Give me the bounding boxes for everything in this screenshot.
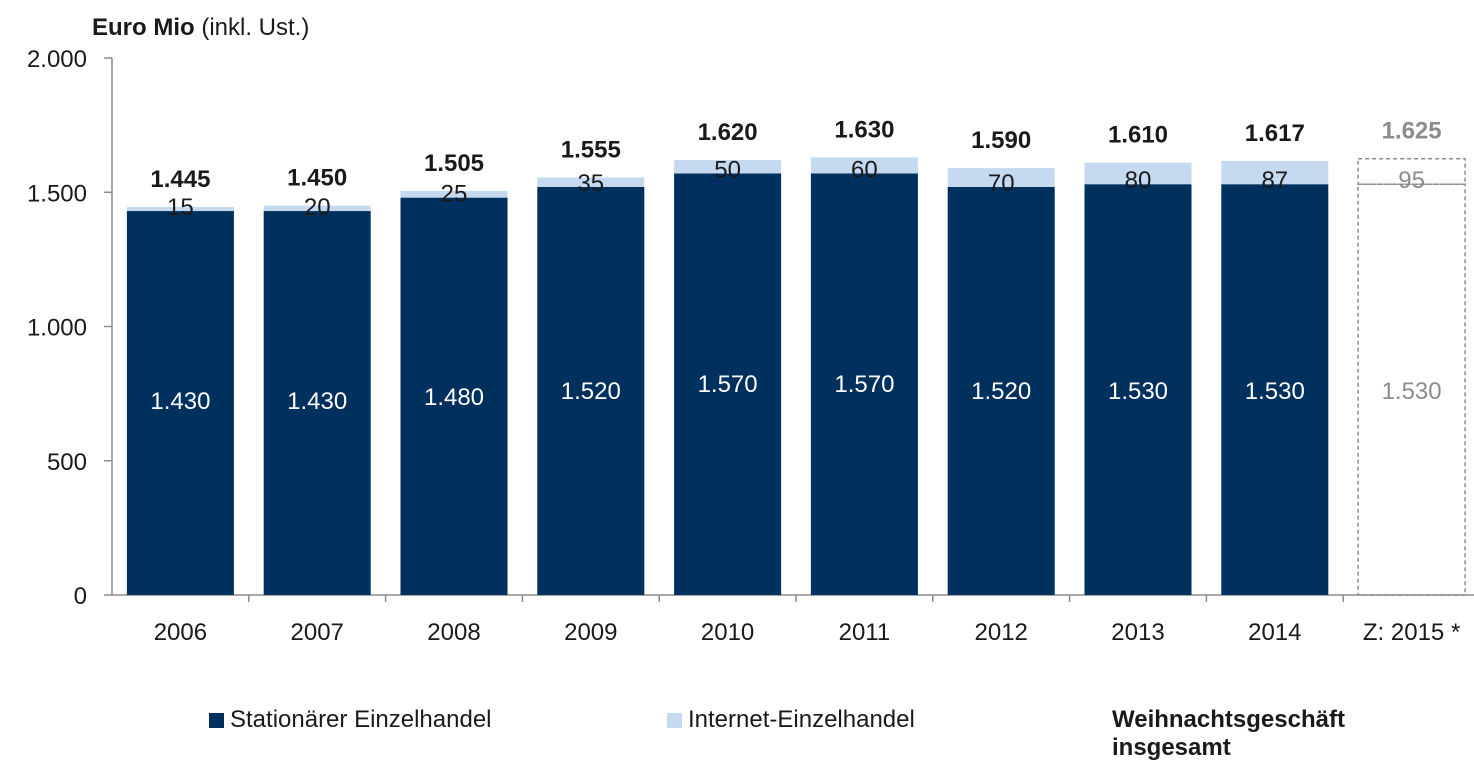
data-label-stationary: 1.520 xyxy=(971,378,1031,405)
data-label-internet: 80 xyxy=(1125,167,1152,194)
data-label-total: 1.630 xyxy=(834,116,894,143)
data-label-internet: 15 xyxy=(167,194,194,221)
data-label-stationary: 1.430 xyxy=(150,388,210,415)
x-tick-label: 2011 xyxy=(839,619,891,646)
data-label-total: 1.610 xyxy=(1108,122,1168,149)
data-label-stationary: 1.530 xyxy=(1108,378,1168,405)
x-tick-label: 2010 xyxy=(701,619,754,646)
data-label-internet: 50 xyxy=(714,156,741,183)
bar-internet xyxy=(537,177,645,187)
bar-internet xyxy=(674,160,782,174)
data-label-stationary: 1.570 xyxy=(698,371,758,398)
data-label-total: 1.505 xyxy=(424,150,484,177)
x-tick-label: 2009 xyxy=(564,619,617,646)
data-label-internet: 70 xyxy=(988,170,1015,197)
x-tick-label: 2013 xyxy=(1111,619,1164,646)
bar-internet xyxy=(1221,160,1329,185)
data-label-total: 1.445 xyxy=(150,166,210,193)
bar-internet xyxy=(263,205,371,212)
data-label-stationary: 1.520 xyxy=(561,378,621,405)
data-label-stationary: 1.480 xyxy=(424,384,484,411)
y-tick-label: 2.000 xyxy=(27,46,87,73)
data-label-internet: 95 xyxy=(1398,167,1425,194)
bar-stationary xyxy=(810,173,918,595)
x-tick-label: 2007 xyxy=(291,619,344,646)
bar-internet xyxy=(400,190,508,198)
y-tick-label: 1.500 xyxy=(27,180,87,207)
legend-swatch-internet xyxy=(667,712,682,728)
data-label-internet: 60 xyxy=(851,156,878,183)
bar-stationary xyxy=(263,211,371,596)
bar-internet xyxy=(947,168,1055,187)
x-tick-label: 2008 xyxy=(427,619,480,646)
legend-label-total: Weihnachtsgeschäft insgesamt xyxy=(1112,706,1345,761)
data-label-total: 1.450 xyxy=(287,165,347,192)
y-tick-label: 0 xyxy=(74,583,87,610)
unit-title: Euro Mio (inkl. Ust.) xyxy=(92,14,309,42)
x-tick-label: Z: 2015 * xyxy=(1363,619,1460,646)
bar-stationary xyxy=(674,173,782,595)
unit-title-rest: (inkl. Ust.) xyxy=(201,14,310,41)
x-tick-label: 2012 xyxy=(975,619,1028,646)
bar-internet xyxy=(126,207,234,212)
data-label-stationary: 1.530 xyxy=(1382,378,1442,405)
data-label-total: 1.555 xyxy=(561,136,621,163)
bar-internet xyxy=(810,157,918,174)
chart: 0 500 1.000 1.500 2.000 2006 1.430 151.445 2007 1… xyxy=(27,46,1474,646)
data-label-total: 1.590 xyxy=(971,127,1031,154)
bar-stationary xyxy=(947,186,1055,595)
y-tick-label: 1.000 xyxy=(27,315,87,342)
bar-internet xyxy=(1084,162,1192,185)
data-label-internet: 87 xyxy=(1261,167,1288,194)
data-label-total: 1.625 xyxy=(1382,118,1442,145)
data-label-total: 1.617 xyxy=(1245,120,1305,147)
legend-swatch-stationary xyxy=(209,712,224,728)
bar-internet-forecast xyxy=(1357,157,1466,185)
x-tick-label: 2006 xyxy=(154,619,207,646)
bar-stationary xyxy=(400,197,508,595)
bar-stationary xyxy=(1221,184,1329,595)
bar-stationary xyxy=(126,211,234,596)
legend-label-internet: Internet-Einzelhandel xyxy=(688,706,915,733)
legend-label-stationary: Stationärer Einzelhandel xyxy=(230,706,492,733)
y-tick-label: 500 xyxy=(47,449,87,476)
x-tick-label: 2014 xyxy=(1248,619,1301,646)
data-label-stationary: 1.570 xyxy=(834,371,894,398)
legend-item-stationary: Stationärer Einzelhandel xyxy=(209,706,492,734)
data-label-internet: 35 xyxy=(577,170,604,197)
data-label-total: 1.620 xyxy=(698,119,758,146)
legend-item-internet: Internet-Einzelhandel xyxy=(667,706,915,734)
data-label-stationary: 1.530 xyxy=(1245,378,1305,405)
data-label-internet: 25 xyxy=(441,181,468,208)
data-label-internet: 20 xyxy=(304,194,331,221)
bar-stationary xyxy=(1084,184,1192,595)
unit-title-bold: Euro Mio xyxy=(92,14,195,41)
bar-stationary xyxy=(537,186,645,595)
data-label-stationary: 1.430 xyxy=(287,388,347,415)
